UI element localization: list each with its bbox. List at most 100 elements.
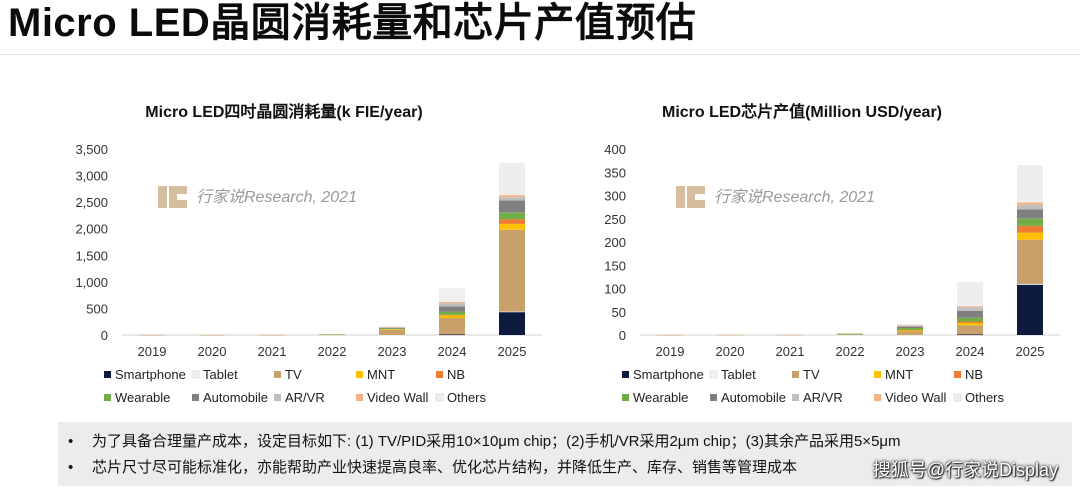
bar-segment-ar-vr [499, 197, 525, 201]
bar-segment-others [379, 326, 405, 327]
bar-segment-nb [439, 314, 465, 316]
bar-segment-tv [259, 334, 285, 336]
x-tick-label: 2023 [378, 344, 407, 359]
legend-label: AR/VR [803, 390, 843, 405]
bar-segment-others [1017, 165, 1043, 203]
legend-swatch [356, 371, 363, 378]
legend-label: Video Wall [885, 390, 947, 405]
bar-segment-ar-vr [439, 303, 465, 307]
notes-box: • 为了具备合理量产成本，设定目标如下: (1) TV/PID采用10×10μm … [58, 422, 1072, 486]
y-tick-label: 3,500 [75, 142, 108, 157]
x-tick-label: 2022 [318, 344, 347, 359]
x-tick-label: 2025 [1016, 344, 1045, 359]
y-tick-label: 250 [604, 212, 626, 227]
y-tick-label: 100 [604, 282, 626, 297]
bar-segment-automobile [379, 327, 405, 329]
bar-segment-others [439, 288, 465, 302]
x-tick-label: 2023 [896, 344, 925, 359]
chart-watermark: 行家说Research, 2021 [714, 188, 875, 206]
title-divider [0, 54, 1080, 55]
research-logo-icon [676, 186, 705, 208]
page-title: Micro LED晶圆消耗量和芯片产值预估 [8, 1, 697, 45]
x-tick-label: 2020 [716, 344, 745, 359]
bar-segment-wearable [897, 328, 923, 330]
bar-segment-wearable [1017, 218, 1043, 226]
bar-segment-tv [657, 334, 683, 336]
bar-segment-mnt [499, 223, 525, 230]
x-tick-label: 2022 [836, 344, 865, 359]
note-text: 芯片尺寸尽可能标准化，亦能帮助产业快速提高良率、优化芯片结构，并降低生产、库存、… [92, 459, 798, 476]
wafer-consumption-chart-svg: Micro LED四吋晶圆消耗量(k FIE/year) 行家说Research,… [75, 102, 542, 405]
legend-label: MNT [367, 367, 395, 382]
legend-label: Video Wall [367, 390, 429, 405]
legend-label: Automobile [721, 390, 786, 405]
bar-segment-nb [957, 321, 983, 323]
y-tick-label: 350 [604, 165, 626, 180]
legend-swatch [104, 394, 111, 401]
legend-swatch [792, 371, 799, 378]
research-logo-icon [158, 186, 187, 208]
bar-segment-tv [439, 318, 465, 335]
y-tick-label: 3,000 [75, 169, 108, 184]
y-tick-label: 2,000 [75, 222, 108, 237]
bar-segment-nb [499, 219, 525, 224]
bullet-icon: • [68, 433, 74, 450]
wafer-consumption-chart: Micro LED四吋晶圆消耗量(k FIE/year) 行家说Research,… [30, 68, 550, 418]
bar-segment-tv [499, 229, 525, 312]
x-tick-label: 2021 [258, 344, 287, 359]
y-tick-label: 0 [101, 328, 108, 343]
bar-segment-tv [139, 334, 165, 336]
bar-segment-mnt [439, 315, 465, 318]
bar-segment-ar-vr [1017, 204, 1043, 210]
bar-segment-wearable [379, 328, 405, 330]
bar-segment-others [499, 162, 525, 196]
note-text: 为了具备合理量产成本，设定目标如下: (1) TV/PID采用10×10μm c… [92, 433, 901, 450]
bar-segment-tv [379, 329, 405, 335]
bar-segment-mnt [957, 322, 983, 326]
bar-segment-tablet [1017, 283, 1043, 285]
bar-segment-mnt [379, 329, 405, 330]
bar-segment-ar-vr [379, 327, 405, 328]
y-tick-label: 0 [619, 328, 626, 343]
bar-segment-others [897, 323, 923, 326]
legend-label: Others [447, 390, 487, 405]
bar-segment-video-wall [379, 326, 405, 328]
legend-swatch [710, 394, 717, 401]
bar-segment-others [957, 282, 983, 307]
legend-label: Tablet [203, 367, 238, 382]
y-tick-label: 500 [86, 301, 108, 316]
bar-segment-video-wall [897, 325, 923, 326]
logo-shape [676, 186, 705, 208]
bar-segment-tv [1017, 239, 1043, 284]
logo-shape [158, 186, 187, 208]
note-item: • 芯片尺寸尽可能标准化，亦能帮助产业快速提高良率、优化芯片结构，并降低生产、库存… [68, 458, 797, 478]
legend-label: Wearable [633, 390, 688, 405]
y-tick-label: 150 [604, 258, 626, 273]
legend-swatch [192, 394, 199, 401]
bar-segment-nb [1017, 225, 1043, 233]
bar-segment-tablet [499, 311, 525, 313]
bar-segment-wearable [837, 333, 863, 335]
legend-swatch [954, 371, 961, 378]
bar-segment-tv [957, 325, 983, 335]
chart-title: Micro LED芯片产值(Million USD/year) [662, 102, 942, 121]
legend-label: TV [285, 367, 302, 382]
legend-label: Smartphone [633, 367, 704, 382]
bar-segment-video-wall [439, 302, 465, 304]
bar-segment-tv [777, 334, 803, 336]
bar-segment-mnt [897, 330, 923, 332]
legend-label: NB [447, 367, 465, 382]
y-tick-label: 2,500 [75, 195, 108, 210]
legend-label: Tablet [721, 367, 756, 382]
legend-swatch [274, 371, 281, 378]
bar-segment-wearable [319, 334, 345, 335]
legend-swatch [953, 393, 962, 402]
bar-segment-video-wall [499, 195, 525, 198]
x-tick-label: 2020 [198, 344, 227, 359]
bar-segment-tv [199, 334, 225, 336]
legend-label: TV [803, 367, 820, 382]
x-tick-label: 2024 [438, 344, 467, 359]
y-tick-label: 300 [604, 189, 626, 204]
legend-swatch [874, 394, 881, 401]
legend-label: Automobile [203, 390, 268, 405]
